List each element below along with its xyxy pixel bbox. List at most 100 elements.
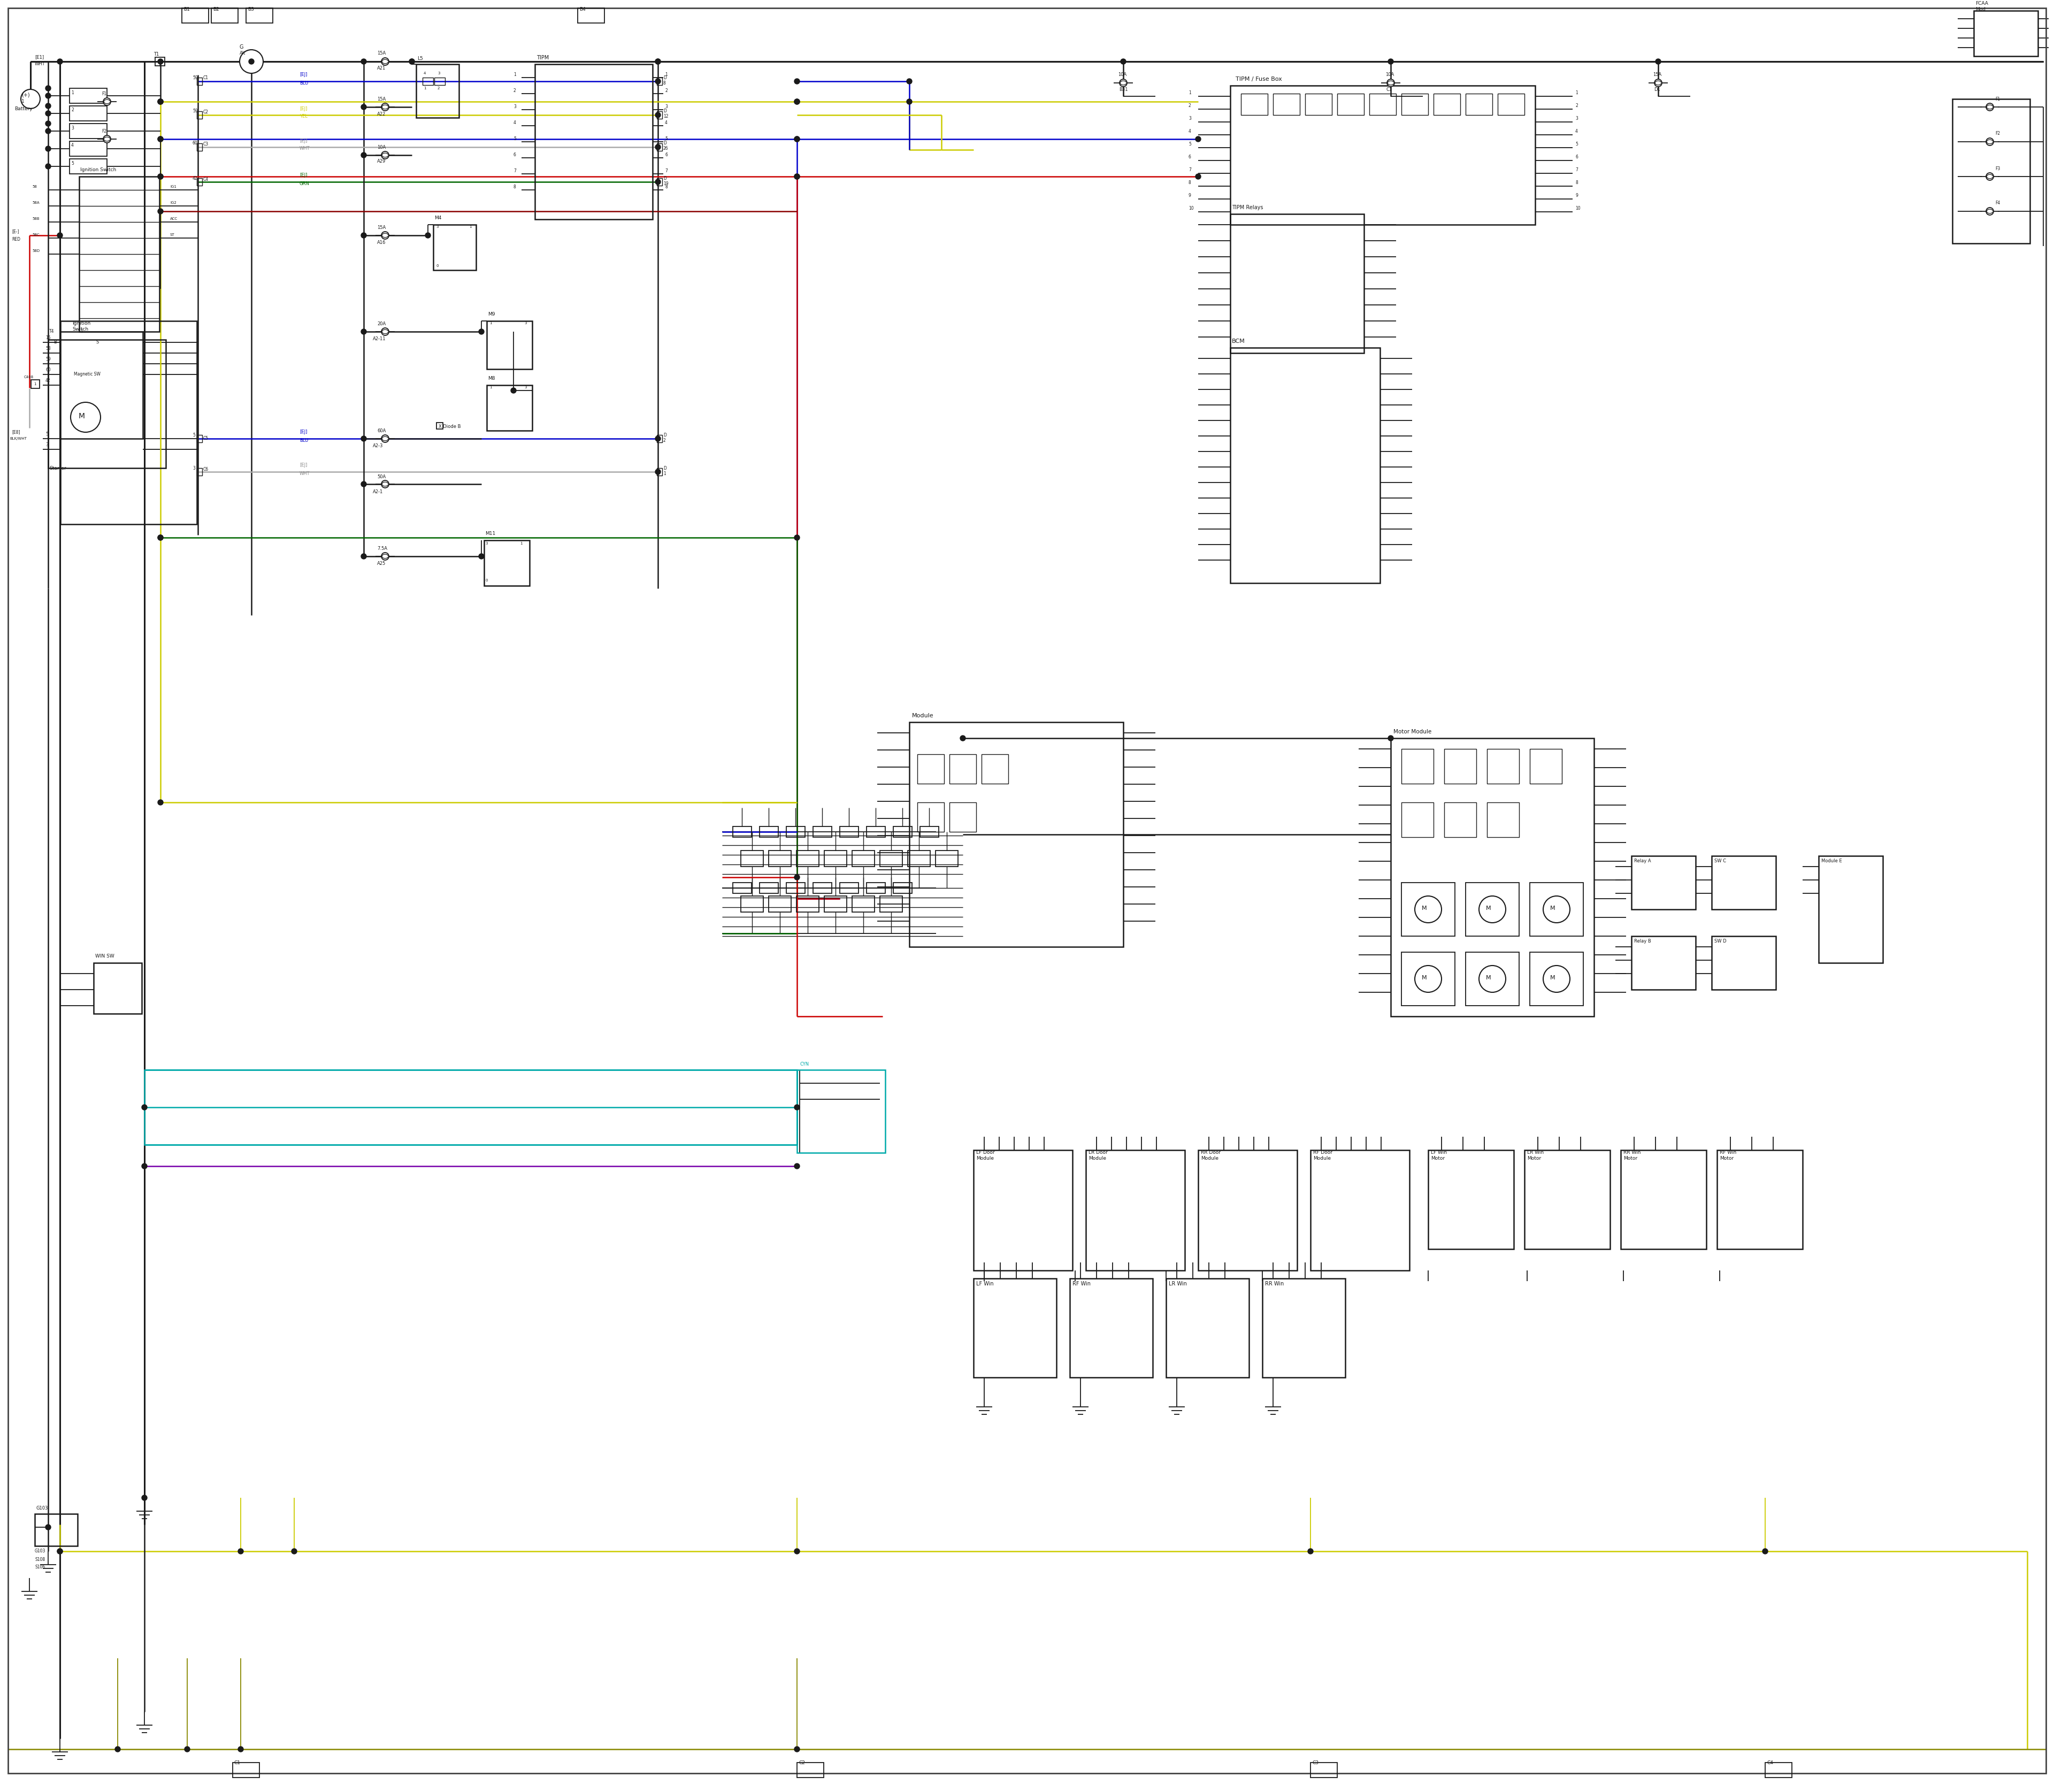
Bar: [949, 803, 976, 831]
Text: 4: 4: [514, 120, 516, 125]
Text: Magnetic SW: Magnetic SW: [74, 373, 101, 376]
Circle shape: [409, 59, 415, 65]
Text: IG1: IG1: [170, 185, 177, 188]
Bar: [47, 340, 166, 468]
Bar: [824, 896, 846, 912]
Text: IG2: IG2: [170, 201, 177, 204]
Circle shape: [238, 1747, 242, 1753]
Text: D: D: [663, 176, 665, 181]
Bar: [417, 65, 458, 118]
Circle shape: [655, 79, 661, 84]
Text: Motor Module: Motor Module: [1393, 729, 1432, 735]
Bar: [949, 754, 976, 783]
Bar: [974, 1150, 1072, 1271]
Bar: [435, 423, 444, 428]
Bar: [797, 896, 820, 912]
Text: 1: 1: [468, 226, 472, 228]
Circle shape: [142, 1495, 148, 1500]
Text: 2: 2: [438, 86, 440, 90]
Text: WHT: WHT: [300, 471, 310, 477]
Bar: [797, 851, 820, 867]
Text: M: M: [1485, 905, 1491, 910]
Text: B31: B31: [1119, 88, 1128, 91]
Bar: [813, 883, 832, 894]
Circle shape: [158, 536, 162, 539]
Bar: [974, 1278, 1056, 1378]
Bar: [183, 7, 210, 23]
Bar: [1370, 93, 1397, 115]
Text: M: M: [1551, 905, 1555, 910]
Circle shape: [795, 174, 799, 179]
Bar: [1401, 952, 1454, 1005]
Bar: [879, 896, 902, 912]
Text: 3: 3: [1189, 116, 1191, 122]
Text: 6: 6: [665, 152, 668, 158]
Bar: [1487, 749, 1520, 783]
Circle shape: [906, 99, 912, 104]
Circle shape: [158, 208, 162, 213]
Bar: [70, 159, 107, 174]
Bar: [1711, 935, 1777, 989]
Text: Relay A: Relay A: [1635, 858, 1651, 864]
Bar: [1241, 93, 1267, 115]
Bar: [1230, 213, 1364, 353]
Text: 6: 6: [1575, 154, 1577, 159]
Text: A16: A16: [378, 240, 386, 246]
Bar: [94, 962, 142, 1014]
Text: 5: 5: [1189, 142, 1191, 147]
Circle shape: [58, 59, 62, 65]
Bar: [197, 435, 201, 443]
Text: Relay B: Relay B: [1635, 939, 1651, 944]
Text: 5: 5: [193, 432, 195, 437]
Bar: [1487, 803, 1520, 837]
Circle shape: [1653, 79, 1662, 86]
Text: M4: M4: [433, 215, 442, 220]
Bar: [70, 124, 107, 138]
Bar: [1401, 749, 1434, 783]
Text: 4: 4: [665, 120, 668, 125]
Bar: [433, 224, 477, 271]
Circle shape: [1479, 896, 1506, 923]
Circle shape: [382, 435, 388, 443]
Text: 2: 2: [663, 437, 665, 443]
Circle shape: [795, 1548, 799, 1554]
Text: 1: 1: [423, 86, 425, 90]
Text: T1: T1: [154, 52, 158, 56]
Circle shape: [795, 874, 799, 880]
Circle shape: [158, 174, 162, 179]
Text: RED: RED: [12, 237, 21, 242]
Text: 10A: 10A: [378, 145, 386, 151]
Circle shape: [479, 330, 485, 335]
Circle shape: [362, 330, 366, 335]
Text: 10A: 10A: [1384, 72, 1395, 77]
Bar: [1167, 1278, 1249, 1378]
Text: 58: 58: [45, 346, 51, 351]
Bar: [1197, 1150, 1298, 1271]
Circle shape: [1543, 966, 1569, 993]
Bar: [797, 1763, 824, 1778]
Bar: [1310, 1763, 1337, 1778]
Circle shape: [1762, 1548, 1768, 1554]
Circle shape: [103, 99, 111, 106]
Text: Ignition Switch: Ignition Switch: [80, 168, 117, 172]
Bar: [920, 826, 939, 837]
Text: 1: 1: [663, 471, 665, 477]
Circle shape: [240, 50, 263, 73]
Circle shape: [70, 401, 101, 432]
Circle shape: [58, 1548, 62, 1554]
Text: 5: 5: [514, 136, 516, 142]
Circle shape: [1543, 896, 1569, 923]
Text: D: D: [663, 75, 665, 81]
Text: [E-]: [E-]: [12, 229, 18, 235]
Text: 0: 0: [435, 263, 438, 267]
Text: 60A: 60A: [378, 428, 386, 434]
Text: 5: 5: [72, 161, 74, 165]
Text: [E1]: [E1]: [35, 56, 43, 59]
Circle shape: [1386, 79, 1395, 86]
Text: 12: 12: [663, 115, 668, 118]
Bar: [1401, 93, 1428, 115]
Text: 8: 8: [663, 81, 665, 86]
Text: Starter: Starter: [49, 466, 66, 471]
Bar: [741, 896, 764, 912]
Text: ACC: ACC: [170, 217, 177, 220]
